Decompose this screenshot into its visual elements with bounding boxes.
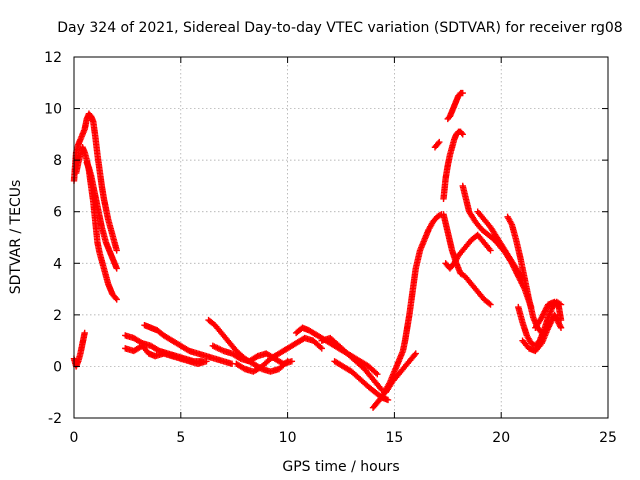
data-points	[70, 89, 565, 411]
series-arc-h	[318, 334, 385, 393]
data-point	[434, 140, 442, 147]
y-tick-label: 8	[53, 153, 62, 169]
data-point	[548, 317, 555, 324]
x-tick-label: 25	[599, 430, 617, 446]
data-point	[515, 272, 522, 280]
data-point	[384, 396, 392, 404]
series-arc-l	[431, 138, 443, 151]
data-point	[538, 314, 545, 321]
series-arc-b	[122, 342, 210, 368]
x-tick-label: 5	[176, 430, 185, 446]
data-point	[542, 307, 549, 314]
plot-frame	[73, 56, 609, 419]
series-arc-e	[209, 342, 296, 368]
data-point	[557, 323, 564, 330]
data-point	[113, 247, 120, 254]
data-point	[511, 265, 518, 273]
data-point	[317, 343, 324, 351]
data-point	[555, 320, 563, 327]
data-point	[513, 270, 521, 277]
data-point	[372, 369, 380, 377]
x-tick-label: 0	[70, 430, 79, 446]
y-tick-label: 6	[53, 205, 62, 221]
data-point	[436, 138, 443, 146]
data-point	[514, 271, 521, 278]
y-tick-label: 12	[44, 50, 62, 66]
series-arc-m	[444, 89, 466, 123]
data-point	[113, 296, 120, 303]
data-point	[240, 364, 247, 372]
data-point	[235, 354, 243, 362]
data-point	[546, 321, 553, 329]
data-point	[543, 304, 550, 311]
x-tick-label: 10	[279, 430, 297, 446]
data-point	[540, 311, 547, 318]
data-point	[557, 316, 565, 324]
axis-ticks	[73, 56, 609, 419]
data-point	[544, 324, 552, 331]
y-tick-label: 0	[53, 359, 62, 375]
x-tick-labels: 0 5 10 15 20 25	[70, 430, 617, 446]
series-arc-w	[532, 298, 565, 331]
data-point	[512, 268, 520, 276]
data-point	[547, 320, 554, 327]
series-arc-p	[442, 231, 494, 272]
series-arc-t	[504, 213, 545, 337]
x-axis-label: GPS time / hours	[282, 459, 399, 475]
data-point	[510, 262, 517, 270]
data-point	[487, 301, 494, 308]
data-point	[547, 318, 555, 326]
y-tick-label: 10	[44, 102, 62, 118]
data-point	[318, 345, 325, 352]
series-arc-j	[369, 211, 445, 411]
series-arc-start-low	[70, 329, 88, 370]
chart-title: Day 324 of 2021, Sidereal Day-to-day VTE…	[57, 20, 622, 36]
data-point	[486, 300, 493, 307]
series-arc-i	[331, 358, 392, 404]
data-point	[411, 351, 418, 359]
data-point	[288, 358, 296, 365]
series-arc-o	[440, 211, 494, 308]
data-point	[542, 305, 550, 313]
data-point	[508, 260, 516, 267]
data-point	[412, 350, 419, 357]
data-point	[184, 346, 192, 354]
series-arc-v	[519, 311, 565, 355]
data-point	[556, 321, 563, 329]
y-tick-label: -2	[48, 411, 62, 427]
data-point	[541, 308, 548, 315]
data-point	[253, 353, 260, 361]
series-arc-f	[233, 334, 325, 375]
data-point	[510, 264, 518, 271]
data-point	[557, 324, 565, 331]
data-point	[512, 267, 519, 274]
data-point	[374, 370, 381, 378]
data-point	[459, 131, 466, 138]
y-tick-label: 2	[53, 308, 62, 324]
data-point	[515, 274, 523, 281]
data-point	[459, 89, 466, 97]
data-point	[112, 294, 119, 302]
data-point	[487, 247, 494, 254]
data-point	[545, 323, 553, 330]
data-point	[458, 129, 465, 137]
y-axis-label: SDTVAR / TECUs	[8, 180, 24, 295]
series-arc-n	[440, 128, 466, 203]
series-arc-early-mid	[83, 159, 120, 272]
x-tick-label: 15	[385, 430, 403, 446]
series-arc-c	[141, 321, 236, 368]
data-point	[540, 309, 548, 317]
y-tick-labels: -2 0 2 4 6 8 10 12	[44, 50, 62, 427]
x-tick-label: 20	[492, 430, 510, 446]
data-point	[509, 261, 516, 268]
data-point	[81, 329, 88, 337]
y-tick-label: 4	[53, 256, 62, 272]
data-point	[539, 312, 546, 320]
data-point	[113, 265, 120, 272]
data-point	[551, 311, 558, 319]
series-arc-k	[382, 350, 419, 396]
